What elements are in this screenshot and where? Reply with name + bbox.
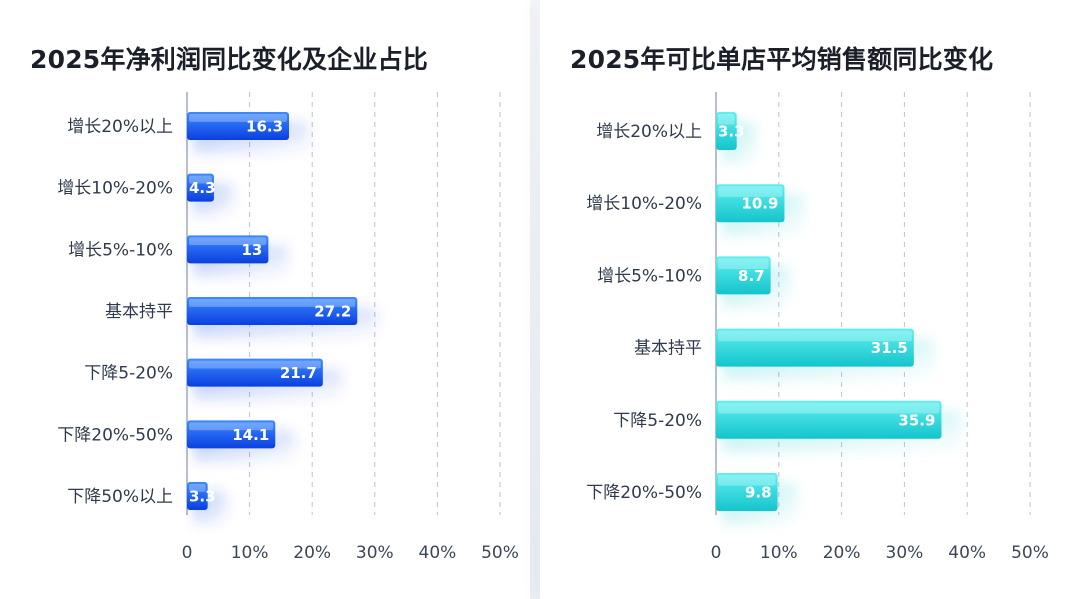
category-label: 基本持平 <box>634 339 702 359</box>
chart-title-store-sales: 2025年可比单店平均销售额同比变化 <box>570 45 994 74</box>
chart-panel-store-sales: 2025年可比单店平均销售额同比变化 0 10% 20% 30% 40% 50% 3.3 增长… <box>540 0 1080 599</box>
bar-highlight <box>718 475 776 486</box>
bar <box>187 297 358 325</box>
bar-value-label: 8.7 <box>738 267 765 285</box>
bar-value-label: 9.8 <box>745 484 772 502</box>
bar-highlight <box>718 258 769 270</box>
bar-highlight <box>718 402 940 414</box>
bar-value-label: 10.9 <box>741 195 778 213</box>
x-tick-label: 0 <box>182 543 193 563</box>
bar-value-label: 13 <box>242 241 263 259</box>
category-label: 增长5%-10% <box>68 240 173 260</box>
bar-value-label: 14.1 <box>232 426 269 444</box>
bar-value-label: 31.5 <box>871 339 908 357</box>
bar <box>187 173 214 202</box>
bar <box>716 473 778 511</box>
bar <box>187 420 276 449</box>
bar-value-label: 21.7 <box>280 364 317 382</box>
x-tick-label: 50% <box>481 543 519 563</box>
category-label: 增长20%以上 <box>67 117 173 137</box>
chart-panel-net-profit: 2025年净利润同比变化及企业占比 0 10% 20% 30% 40% 50% 16.3 增长… <box>0 0 530 599</box>
x-tick-label: 40% <box>419 543 457 563</box>
bar-value-label: 27.2 <box>314 303 351 321</box>
x-tick-label: 10% <box>231 543 269 563</box>
category-label: 增长5%-10% <box>597 266 702 286</box>
bar <box>716 112 737 150</box>
bar <box>716 184 785 223</box>
category-label: 下降5-20% <box>613 411 702 431</box>
bar-highlight <box>189 422 274 431</box>
bar-value-label: 35.9 <box>898 411 935 429</box>
chart-title-net-profit: 2025年净利润同比变化及企业占比 <box>30 45 428 74</box>
bar-value-label: 3.3 <box>718 123 745 141</box>
bar-highlight <box>189 484 206 492</box>
x-tick-label: 30% <box>356 543 394 563</box>
bar-value-label: 4.3 <box>189 179 216 197</box>
category-label: 增长10%-20% <box>586 194 702 214</box>
bar <box>187 482 208 510</box>
bar-chart-store-sales: 0 10% 20% 30% 40% 50% 3.3 增长20%以上 10.9 增长10%-20% 8… <box>586 92 1049 563</box>
x-tick-label: 20% <box>823 543 861 563</box>
x-tick-label: 10% <box>760 543 798 563</box>
bar <box>716 328 914 367</box>
bar-chart-net-profit: 0 10% 20% 30% 40% 50% 16.3 增长20%以上 4.3 增长10%-20% 1… <box>57 92 519 563</box>
x-tick-label: 50% <box>1011 543 1049 563</box>
bar-highlight <box>189 175 212 184</box>
bar-value-label: 3.3 <box>189 488 216 506</box>
bar <box>187 358 323 387</box>
bar-value-label: 16.3 <box>246 118 283 136</box>
bar-highlight <box>718 114 735 125</box>
bar <box>187 235 269 264</box>
bar <box>716 256 771 295</box>
bar-highlight <box>189 360 321 369</box>
category-label: 下降50%以上 <box>67 487 173 507</box>
bar <box>187 112 290 140</box>
bar-highlight <box>189 237 267 246</box>
bar-highlight <box>189 114 288 122</box>
bar-highlight <box>718 186 783 197</box>
x-tick-label: 0 <box>711 543 722 563</box>
category-label: 下降5-20% <box>84 364 173 384</box>
category-label: 增长20%以上 <box>596 122 702 142</box>
x-tick-label: 40% <box>948 543 986 563</box>
x-tick-label: 20% <box>293 543 331 563</box>
bar <box>716 400 942 439</box>
category-label: 基本持平 <box>105 302 173 322</box>
bar-highlight <box>189 299 356 307</box>
category-label: 下降20%-50% <box>586 483 702 503</box>
category-label: 增长10%-20% <box>57 179 173 199</box>
category-label: 下降20%-50% <box>57 425 173 445</box>
bar-highlight <box>718 330 912 342</box>
x-tick-label: 30% <box>886 543 924 563</box>
